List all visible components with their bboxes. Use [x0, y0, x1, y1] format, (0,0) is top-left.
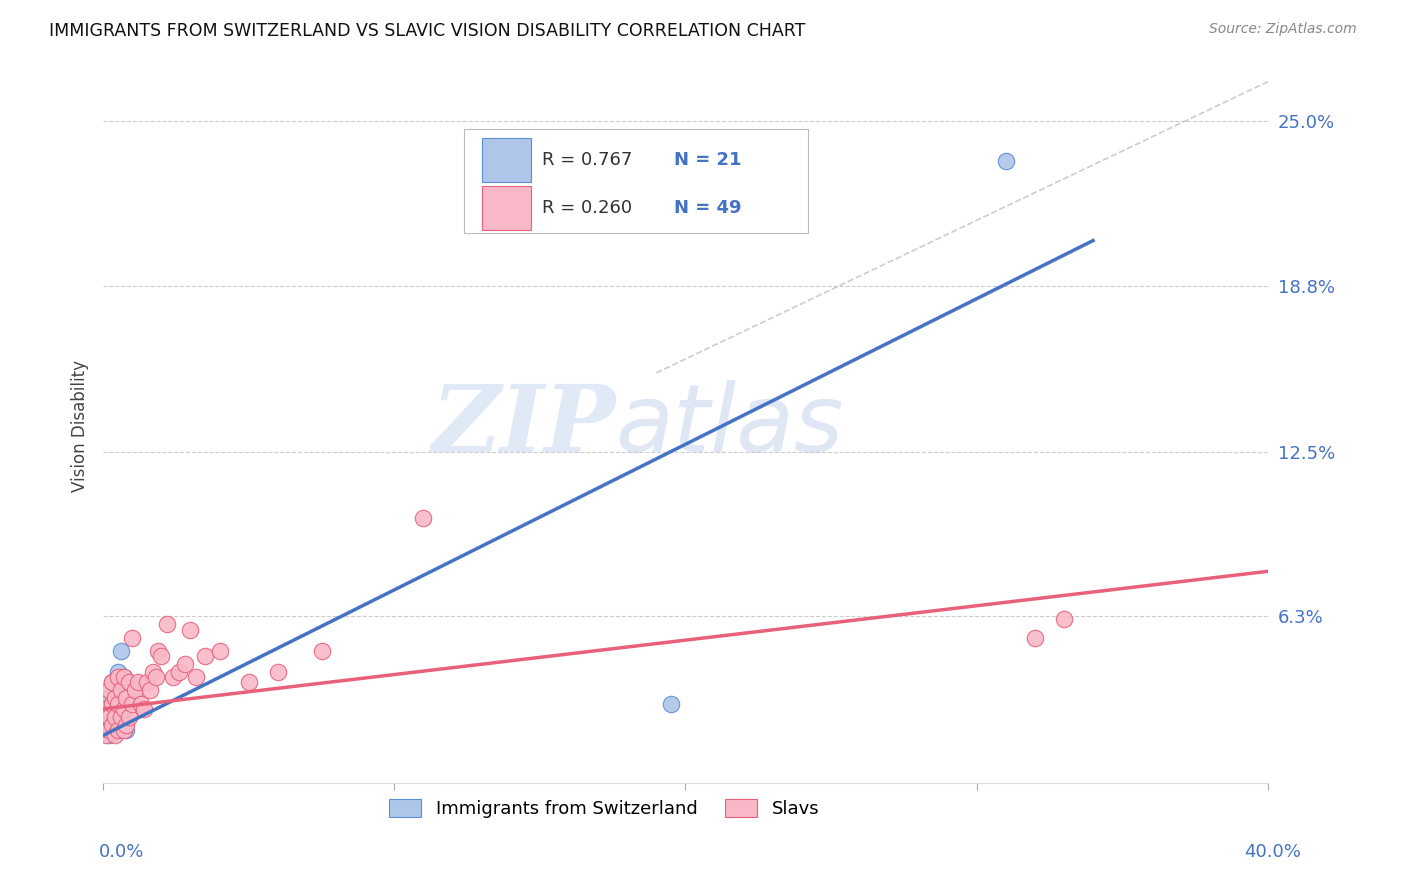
- Point: [104, 718, 127, 732]
- Point: [194, 648, 217, 663]
- Point: [101, 723, 124, 738]
- Point: [124, 683, 146, 698]
- Text: R = 0.260: R = 0.260: [543, 199, 633, 217]
- Point: [132, 702, 155, 716]
- Point: [1024, 631, 1046, 645]
- Point: [311, 644, 333, 658]
- Point: [115, 675, 138, 690]
- Point: [121, 683, 143, 698]
- Point: [94, 697, 117, 711]
- FancyBboxPatch shape: [482, 138, 530, 182]
- Point: [104, 710, 127, 724]
- Text: 0.0%: 0.0%: [98, 843, 143, 861]
- Point: [118, 675, 141, 690]
- Point: [208, 644, 231, 658]
- Point: [150, 648, 173, 663]
- Point: [101, 702, 124, 716]
- Text: ZIP: ZIP: [432, 381, 616, 471]
- Point: [162, 670, 184, 684]
- Point: [107, 670, 129, 684]
- Text: N = 49: N = 49: [673, 199, 741, 217]
- Text: IMMIGRANTS FROM SWITZERLAND VS SLAVIC VISION DISABILITY CORRELATION CHART: IMMIGRANTS FROM SWITZERLAND VS SLAVIC VI…: [49, 22, 806, 40]
- Point: [148, 644, 170, 658]
- Point: [186, 670, 208, 684]
- Point: [107, 697, 129, 711]
- Point: [138, 683, 160, 698]
- Point: [145, 670, 167, 684]
- Point: [97, 710, 120, 724]
- Point: [110, 710, 132, 724]
- Point: [112, 702, 135, 716]
- Text: atlas: atlas: [616, 380, 844, 471]
- Point: [142, 665, 165, 679]
- Text: Source: ZipAtlas.com: Source: ZipAtlas.com: [1209, 22, 1357, 37]
- Point: [118, 710, 141, 724]
- Point: [173, 657, 195, 671]
- Point: [112, 723, 135, 738]
- Point: [110, 644, 132, 658]
- FancyBboxPatch shape: [464, 129, 808, 233]
- Point: [107, 665, 129, 679]
- Y-axis label: Vision Disability: Vision Disability: [72, 359, 89, 491]
- Point: [107, 723, 129, 738]
- Point: [179, 623, 201, 637]
- Point: [1053, 612, 1076, 626]
- Point: [110, 683, 132, 698]
- Text: R = 0.767: R = 0.767: [543, 151, 633, 169]
- Point: [101, 675, 124, 690]
- Point: [167, 665, 190, 679]
- Point: [135, 675, 157, 690]
- Point: [127, 675, 149, 690]
- Point: [104, 691, 127, 706]
- Point: [112, 702, 135, 716]
- Point: [97, 710, 120, 724]
- FancyBboxPatch shape: [482, 186, 530, 230]
- Point: [112, 670, 135, 684]
- Point: [97, 683, 120, 698]
- Point: [121, 631, 143, 645]
- Point: [129, 697, 152, 711]
- Point: [115, 723, 138, 738]
- Text: N = 21: N = 21: [673, 151, 741, 169]
- Point: [115, 691, 138, 706]
- Point: [97, 723, 120, 738]
- Point: [112, 670, 135, 684]
- Point: [118, 697, 141, 711]
- Point: [115, 718, 138, 732]
- Point: [121, 697, 143, 711]
- Point: [97, 691, 120, 706]
- Legend: Immigrants from Switzerland, Slavs: Immigrants from Switzerland, Slavs: [381, 792, 827, 825]
- Point: [238, 675, 260, 690]
- Point: [94, 702, 117, 716]
- Point: [267, 665, 290, 679]
- Point: [94, 718, 117, 732]
- Point: [104, 683, 127, 698]
- Point: [156, 617, 179, 632]
- Point: [101, 718, 124, 732]
- Text: 40.0%: 40.0%: [1244, 843, 1301, 861]
- Point: [994, 154, 1017, 169]
- Point: [412, 511, 434, 525]
- Point: [97, 728, 120, 742]
- Point: [101, 697, 124, 711]
- Point: [659, 697, 682, 711]
- Point: [107, 710, 129, 724]
- Point: [104, 728, 127, 742]
- Point: [94, 728, 117, 742]
- Point: [101, 675, 124, 690]
